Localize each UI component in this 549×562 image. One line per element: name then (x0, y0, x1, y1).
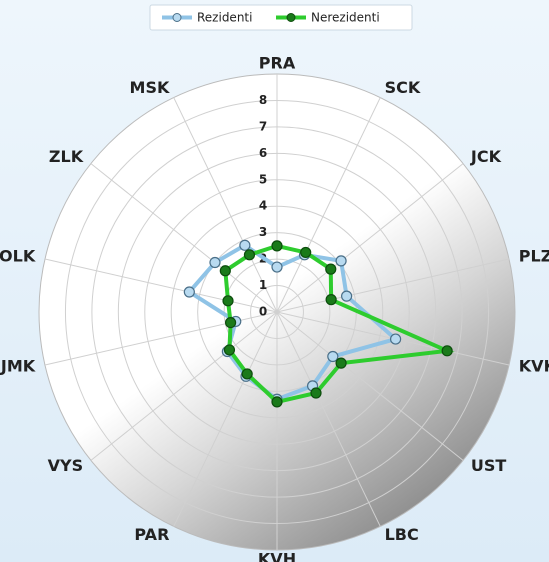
spoke (44, 258, 278, 313)
y-tick-label: 0 (259, 305, 267, 319)
legend-marker (172, 13, 182, 22)
y-tick-label: 6 (259, 146, 267, 160)
data-point (310, 387, 322, 399)
data-point (271, 261, 283, 273)
grid-ring (250, 285, 304, 339)
spoke (90, 163, 278, 313)
y-tick-label: 8 (259, 93, 267, 107)
data-point (300, 246, 312, 259)
grid-ring (144, 179, 410, 445)
category-label: PLZ (519, 246, 549, 265)
spoke (276, 311, 464, 461)
spoke (276, 311, 381, 527)
data-point (441, 345, 453, 357)
category-label: JMK (0, 357, 36, 376)
y-tick-label: 1 (259, 278, 267, 292)
data-point (241, 368, 253, 380)
grid-ring (170, 205, 384, 419)
data-point (389, 333, 402, 345)
category-label: PAR (134, 525, 169, 544)
category-label: LBC (385, 525, 419, 544)
category-label: KVH (258, 550, 296, 562)
category-label: OLK (0, 246, 36, 265)
grid-ring (64, 99, 490, 525)
y-tick-label: 4 (259, 199, 267, 213)
category-label: MSK (130, 78, 170, 97)
data-point (239, 239, 251, 251)
data-point (183, 286, 195, 298)
data-point (341, 290, 353, 302)
y-tick-label: 5 (259, 172, 267, 186)
y-tick-label: 7 (259, 119, 267, 133)
legend-marker (286, 13, 296, 22)
data-point (335, 357, 347, 369)
legend-label: Nerezidenti (311, 11, 380, 25)
data-point (219, 265, 231, 277)
grid-ring (117, 152, 437, 472)
category-label: KVK (519, 357, 549, 376)
category-label: VYS (48, 456, 84, 475)
spoke (276, 97, 381, 313)
category-label: UST (471, 456, 507, 475)
category-label: SCK (385, 78, 421, 97)
data-point (335, 255, 347, 267)
category-label: JCK (470, 147, 502, 166)
y-tick-label: 3 (259, 225, 267, 239)
category-label: PRA (259, 54, 296, 73)
data-point (209, 256, 221, 269)
data-point (271, 396, 283, 408)
legend-label: Rezidenti (197, 11, 252, 25)
data-point (222, 295, 234, 307)
data-point (325, 263, 337, 275)
spoke (173, 97, 278, 313)
spoke (173, 311, 278, 527)
data-point (325, 294, 337, 306)
grid-ring (91, 126, 463, 498)
data-point (223, 344, 236, 356)
data-point (271, 240, 283, 252)
spoke (276, 163, 464, 313)
data-point (243, 249, 256, 261)
data-point (224, 316, 237, 329)
spoke (276, 258, 510, 313)
data-point (327, 350, 339, 363)
category-label: ZLK (49, 147, 84, 166)
spoke (90, 311, 278, 461)
